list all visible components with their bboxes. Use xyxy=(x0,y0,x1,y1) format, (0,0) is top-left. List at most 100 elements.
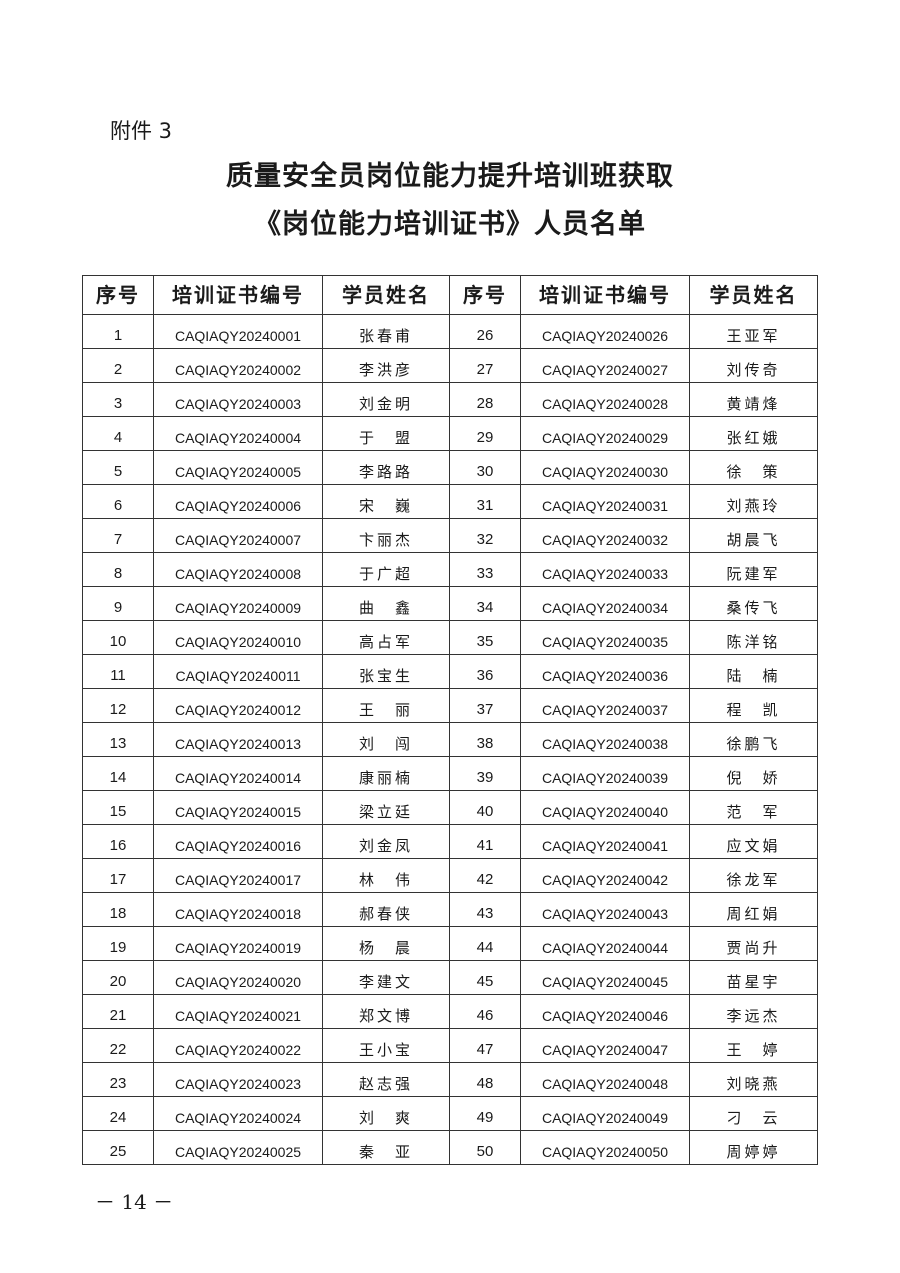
name-cell: 王亚军 xyxy=(689,314,818,349)
table-row: 1 CAQIAQY20240001 张春甫 26 CAQIAQY20240026 王亚军 xyxy=(82,314,818,349)
table-row: 15 CAQIAQY20240015 梁立廷 40 CAQIAQY20240040 范 军 xyxy=(82,790,818,825)
header-index: 序号 xyxy=(82,275,154,315)
index-cell: 7 xyxy=(82,518,154,553)
index-cell: 12 xyxy=(82,688,154,723)
cert-no-cell: CAQIAQY20240009 xyxy=(153,586,323,621)
table-row: 18 CAQIAQY20240018 郝春侠 43 CAQIAQY20240043 周红娟 xyxy=(82,892,818,927)
cert-no-cell: CAQIAQY20240049 xyxy=(520,1096,690,1131)
cert-no-cell: CAQIAQY20240037 xyxy=(520,688,690,723)
name-cell: 刘 爽 xyxy=(322,1096,450,1131)
name-cell: 陈洋铭 xyxy=(689,620,818,655)
name-cell: 刘传奇 xyxy=(689,348,818,383)
name-cell: 张宝生 xyxy=(322,654,450,689)
cert-no-cell: CAQIAQY20240041 xyxy=(520,824,690,859)
index-cell: 32 xyxy=(449,518,521,553)
cert-no-cell: CAQIAQY20240047 xyxy=(520,1028,690,1063)
name-cell: 刁 云 xyxy=(689,1096,818,1131)
name-cell: 范 军 xyxy=(689,790,818,825)
name-cell: 徐 策 xyxy=(689,450,818,485)
cert-no-cell: CAQIAQY20240031 xyxy=(520,484,690,519)
name-cell: 曲 鑫 xyxy=(322,586,450,621)
index-cell: 33 xyxy=(449,552,521,587)
name-cell: 王 丽 xyxy=(322,688,450,723)
cert-no-cell: CAQIAQY20240018 xyxy=(153,892,323,927)
index-cell: 45 xyxy=(449,960,521,995)
index-cell: 26 xyxy=(449,314,521,349)
cert-no-cell: CAQIAQY20240026 xyxy=(520,314,690,349)
header-name: 学员姓名 xyxy=(689,275,818,315)
name-cell: 徐龙军 xyxy=(689,858,818,893)
name-cell: 李路路 xyxy=(322,450,450,485)
cert-no-cell: CAQIAQY20240015 xyxy=(153,790,323,825)
index-cell: 18 xyxy=(82,892,154,927)
name-cell: 刘金明 xyxy=(322,382,450,417)
cert-no-cell: CAQIAQY20240007 xyxy=(153,518,323,553)
index-cell: 20 xyxy=(82,960,154,995)
cert-no-cell: CAQIAQY20240042 xyxy=(520,858,690,893)
cert-no-cell: CAQIAQY20240006 xyxy=(153,484,323,519)
name-cell: 李远杰 xyxy=(689,994,818,1029)
name-cell: 张春甫 xyxy=(322,314,450,349)
name-cell: 李洪彦 xyxy=(322,348,450,383)
table-row: 8 CAQIAQY20240008 于广超 33 CAQIAQY20240033 阮建军 xyxy=(82,552,818,587)
table-row: 11 CAQIAQY20240011 张宝生 36 CAQIAQY20240036 陆 楠 xyxy=(82,654,818,689)
name-cell: 苗星宇 xyxy=(689,960,818,995)
name-cell: 徐鹏飞 xyxy=(689,722,818,757)
index-cell: 38 xyxy=(449,722,521,757)
index-cell: 39 xyxy=(449,756,521,791)
index-cell: 10 xyxy=(82,620,154,655)
table-row: 21 CAQIAQY20240021 郑文博 46 CAQIAQY20240046 李远杰 xyxy=(82,994,818,1029)
name-cell: 刘 闯 xyxy=(322,722,450,757)
cert-no-cell: CAQIAQY20240003 xyxy=(153,382,323,417)
index-cell: 44 xyxy=(449,926,521,961)
cert-no-cell: CAQIAQY20240048 xyxy=(520,1062,690,1097)
cert-no-cell: CAQIAQY20240045 xyxy=(520,960,690,995)
index-cell: 29 xyxy=(449,416,521,451)
index-cell: 1 xyxy=(82,314,154,349)
cert-no-cell: CAQIAQY20240028 xyxy=(520,382,690,417)
table-row: 17 CAQIAQY20240017 林 伟 42 CAQIAQY20240042 徐龙军 xyxy=(82,858,818,893)
name-cell: 程 凯 xyxy=(689,688,818,723)
index-cell: 36 xyxy=(449,654,521,689)
cert-no-cell: CAQIAQY20240027 xyxy=(520,348,690,383)
name-cell: 周红娟 xyxy=(689,892,818,927)
cert-no-cell: CAQIAQY20240016 xyxy=(153,824,323,859)
cert-no-cell: CAQIAQY20240040 xyxy=(520,790,690,825)
cert-no-cell: CAQIAQY20240036 xyxy=(520,654,690,689)
name-cell: 于 盟 xyxy=(322,416,450,451)
cert-no-cell: CAQIAQY20240001 xyxy=(153,314,323,349)
cert-no-cell: CAQIAQY20240002 xyxy=(153,348,323,383)
cert-no-cell: CAQIAQY20240022 xyxy=(153,1028,323,1063)
name-cell: 郑文博 xyxy=(322,994,450,1029)
index-cell: 15 xyxy=(82,790,154,825)
index-cell: 50 xyxy=(449,1130,521,1165)
name-cell: 陆 楠 xyxy=(689,654,818,689)
cert-no-cell: CAQIAQY20240043 xyxy=(520,892,690,927)
index-cell: 28 xyxy=(449,382,521,417)
name-cell: 卞丽杰 xyxy=(322,518,450,553)
index-cell: 43 xyxy=(449,892,521,927)
name-cell: 宋 巍 xyxy=(322,484,450,519)
index-cell: 47 xyxy=(449,1028,521,1063)
index-cell: 19 xyxy=(82,926,154,961)
cert-no-cell: CAQIAQY20240011 xyxy=(153,654,323,689)
cert-no-cell: CAQIAQY20240019 xyxy=(153,926,323,961)
cert-no-cell: CAQIAQY20240021 xyxy=(153,994,323,1029)
cert-no-cell: CAQIAQY20240012 xyxy=(153,688,323,723)
index-cell: 3 xyxy=(82,382,154,417)
cert-no-cell: CAQIAQY20240020 xyxy=(153,960,323,995)
index-cell: 13 xyxy=(82,722,154,757)
attachment-label: 附件 3 xyxy=(110,119,173,143)
name-cell: 阮建军 xyxy=(689,552,818,587)
name-cell: 林 伟 xyxy=(322,858,450,893)
index-cell: 11 xyxy=(82,654,154,689)
name-cell: 高占军 xyxy=(322,620,450,655)
name-cell: 胡晨飞 xyxy=(689,518,818,553)
index-cell: 27 xyxy=(449,348,521,383)
index-cell: 25 xyxy=(82,1130,154,1165)
index-cell: 14 xyxy=(82,756,154,791)
cert-no-cell: CAQIAQY20240025 xyxy=(153,1130,323,1165)
table-row: 19 CAQIAQY20240019 杨 晨 44 CAQIAQY20240044 贾尚升 xyxy=(82,926,818,961)
table-row: 4 CAQIAQY20240004 于 盟 29 CAQIAQY20240029 张红娥 xyxy=(82,416,818,451)
name-cell: 李建文 xyxy=(322,960,450,995)
